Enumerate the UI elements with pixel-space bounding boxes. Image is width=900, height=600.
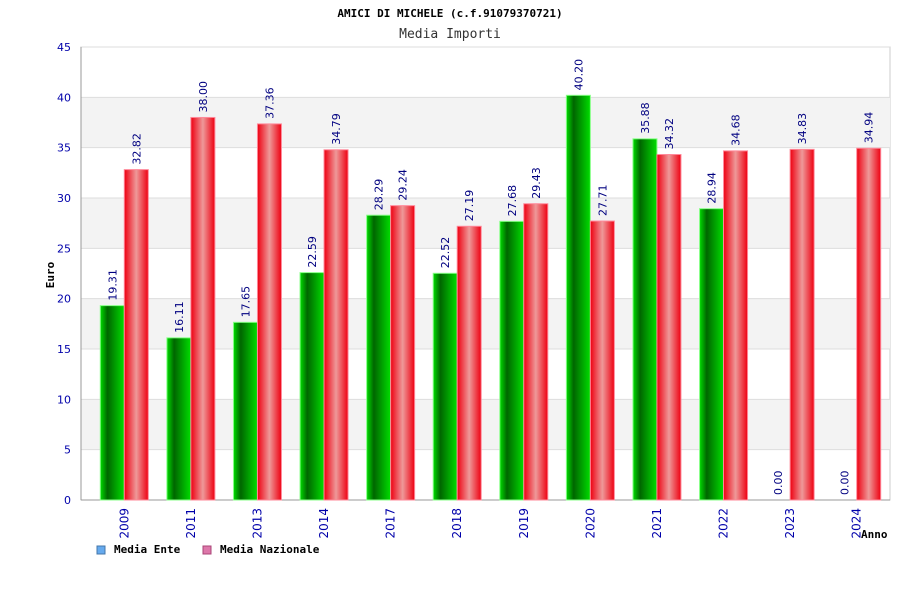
value-labels: 19.31 32.82 16.11 38.00 17.65 37.36 22.59 34.79… <box>106 59 875 495</box>
x-tick-label-2014: 2014 <box>317 508 331 539</box>
x-tick-label-2023: 2023 <box>783 508 797 539</box>
bar-media-nazionale-2018 <box>456 225 482 501</box>
legend-swatch-media-ente <box>96 545 106 555</box>
y-tick-label: 30 <box>57 192 71 205</box>
value-label-media-ente-2018: 22.52 <box>439 237 452 269</box>
x-tick-label-2019: 2019 <box>517 508 531 539</box>
value-label-media-nazionale-2022: 34.68 <box>730 114 743 146</box>
value-label-media-ente-2013: 17.65 <box>239 286 252 318</box>
y-tick-label: 40 <box>57 91 71 104</box>
y-tick-label: 20 <box>57 293 71 306</box>
grid-band <box>81 198 890 249</box>
bar-media-ente-2021 <box>632 138 658 501</box>
bar-media-ente-2009 <box>99 305 125 501</box>
x-tick-label-2009: 2009 <box>117 508 131 539</box>
x-tick-label-2017: 2017 <box>384 508 398 539</box>
y-tick-label: 15 <box>57 343 71 356</box>
value-label-media-nazionale-2014: 34.79 <box>330 113 343 145</box>
bar-media-nazionale-2017 <box>390 205 416 501</box>
bar-media-ente-2014 <box>299 272 325 501</box>
legend-label-media-nazionale: Media Nazionale <box>220 543 320 556</box>
x-tick-label-2020: 2020 <box>583 508 597 539</box>
value-label-media-ente-2019: 27.68 <box>506 185 519 217</box>
x-axis-label: Anno <box>861 528 888 541</box>
chart-subtitle: Media Importi <box>399 27 501 42</box>
chart-title: AMICI DI MICHELE (c.f.91079370721) <box>337 7 562 20</box>
bar-media-nazionale-2011 <box>190 116 216 501</box>
value-label-media-nazionale-2018: 27.19 <box>463 190 476 222</box>
y-tick-label: 0 <box>64 494 71 507</box>
value-label-media-nazionale-2024: 34.94 <box>863 112 876 144</box>
bar-media-nazionale-2023 <box>789 148 815 501</box>
bar-media-nazionale-2014 <box>323 149 349 501</box>
y-tick-label: 35 <box>57 142 71 155</box>
y-tick-label: 45 <box>57 41 71 54</box>
legend: Media Ente Media Nazionale <box>96 543 320 556</box>
bar-media-nazionale-2019 <box>523 203 549 501</box>
value-label-media-nazionale-2019: 29.43 <box>530 167 543 199</box>
x-tick-label-2024: 2024 <box>850 508 864 539</box>
value-label-media-ente-2014: 22.59 <box>306 236 319 268</box>
grid-band <box>81 298 890 349</box>
value-label-media-nazionale-2023: 34.83 <box>796 113 809 145</box>
value-label-media-ente-2021: 35.88 <box>639 102 652 134</box>
value-label-media-ente-2024: 0.00 <box>839 471 852 496</box>
value-label-media-ente-2020: 40.20 <box>572 59 585 91</box>
value-label-media-nazionale-2011: 38.00 <box>197 81 210 113</box>
value-label-media-ente-2011: 16.11 <box>173 301 186 333</box>
bar-media-nazionale-2021 <box>656 154 682 501</box>
bar-media-ente-2020 <box>565 94 591 501</box>
y-tick-label: 10 <box>57 393 71 406</box>
x-axis-ticks: 2009 2011 2013 2014 2017 2018 2019 2020 2021 2022… <box>117 508 863 539</box>
value-label-media-ente-2022: 28.94 <box>706 172 719 204</box>
x-tick-label-2021: 2021 <box>650 508 664 539</box>
bar-media-nazionale-2020 <box>589 220 615 501</box>
x-tick-label-2011: 2011 <box>184 508 198 539</box>
value-label-media-nazionale-2009: 32.82 <box>130 133 143 165</box>
bars <box>99 94 882 501</box>
value-label-media-ente-2017: 28.29 <box>373 179 386 211</box>
value-label-media-nazionale-2017: 29.24 <box>397 169 410 201</box>
bar-media-nazionale-2013 <box>256 123 282 501</box>
value-label-media-nazionale-2020: 27.71 <box>596 185 609 217</box>
y-axis-label: Euro <box>44 261 57 288</box>
bar-media-nazionale-2022 <box>723 150 749 501</box>
legend-swatch-media-nazionale <box>202 545 212 555</box>
bar-media-nazionale-2024 <box>856 147 882 501</box>
x-tick-label-2018: 2018 <box>450 508 464 539</box>
bar-media-ente-2013 <box>232 321 258 501</box>
grid-band <box>81 399 890 450</box>
y-tick-label: 25 <box>57 242 71 255</box>
grid-band <box>81 97 890 148</box>
x-tick-label-2022: 2022 <box>717 508 731 539</box>
bar-media-ente-2018 <box>432 272 458 501</box>
value-label-media-nazionale-2013: 37.36 <box>263 87 276 119</box>
bar-media-ente-2019 <box>499 220 525 501</box>
bar-media-nazionale-2009 <box>123 169 149 501</box>
bar-media-ente-2022 <box>699 208 725 501</box>
value-label-media-ente-2009: 19.31 <box>106 269 119 301</box>
bar-media-ente-2017 <box>366 214 392 501</box>
legend-label-media-ente: Media Ente <box>114 543 181 556</box>
grid-lines <box>80 46 890 501</box>
value-label-media-ente-2023: 0.00 <box>772 471 785 496</box>
bar-media-ente-2011 <box>166 337 192 501</box>
x-tick-label-2013: 2013 <box>250 508 264 539</box>
y-axis-ticks: 0 5 10 15 20 25 30 35 40 45 <box>57 41 71 507</box>
plot-background <box>80 46 891 501</box>
value-label-media-nazionale-2021: 34.32 <box>663 118 676 150</box>
y-tick-label: 5 <box>64 444 71 457</box>
